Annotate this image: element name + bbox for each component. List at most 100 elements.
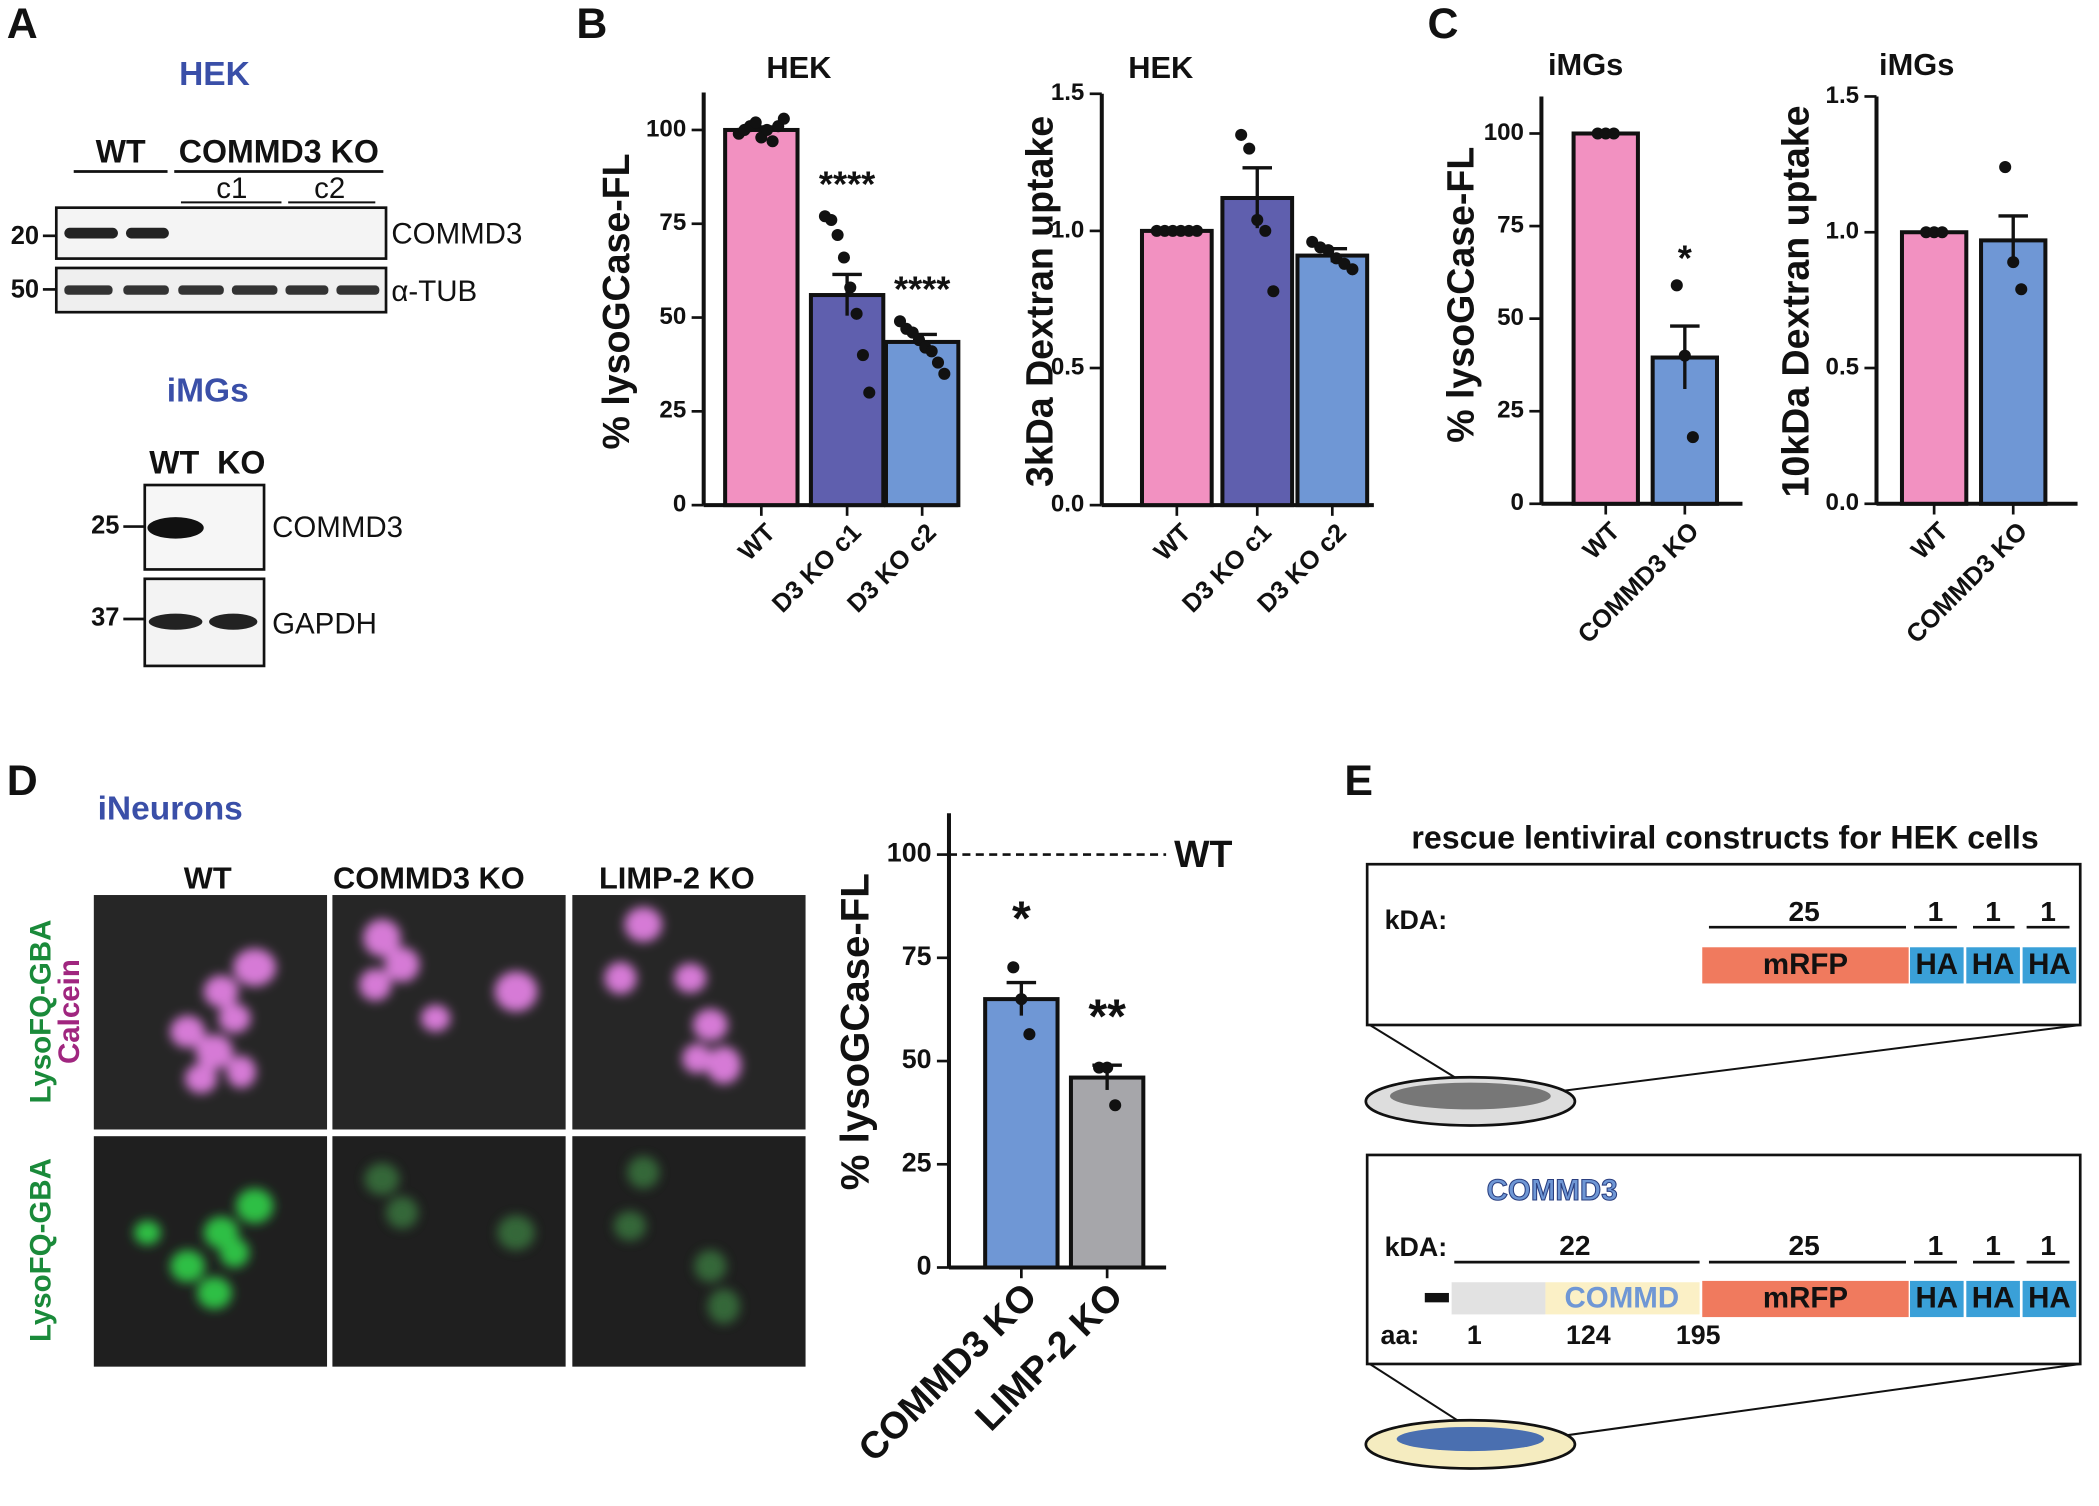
segment bbox=[2022, 947, 2077, 984]
segment bbox=[1910, 947, 1964, 984]
panel-a: HEK WT COMMD3 KO c1 c2 20 COMMD3 50 α-TU… bbox=[11, 56, 522, 668]
band bbox=[64, 227, 118, 239]
data-point bbox=[1999, 161, 2012, 174]
y-tick-label: 0.0 bbox=[1051, 491, 1085, 518]
column-label: LIMP-2 KO bbox=[599, 860, 755, 895]
bar bbox=[1571, 131, 1640, 506]
protein-label: COMMD3 bbox=[391, 218, 522, 251]
significance: **** bbox=[894, 268, 951, 309]
kda-value: 25 bbox=[1788, 1230, 1819, 1261]
data-point bbox=[1259, 224, 1272, 237]
data-point bbox=[1023, 1028, 1036, 1041]
band bbox=[148, 613, 203, 630]
protein-label: GAPDH bbox=[272, 607, 377, 640]
mw-marker: 50 bbox=[11, 275, 39, 303]
kda-value: 25 bbox=[1788, 896, 1819, 927]
y-tick-label: 50 bbox=[902, 1044, 932, 1074]
bar bbox=[723, 127, 800, 508]
data-point bbox=[1251, 213, 1264, 226]
data-point bbox=[749, 116, 762, 129]
y-axis-label: 3kDa Dextran uptake bbox=[1019, 116, 1061, 487]
data-point bbox=[1101, 1061, 1114, 1074]
chart-title: iMGs bbox=[1879, 47, 1954, 82]
y-tick-label: 50 bbox=[1497, 304, 1524, 331]
construct-box bbox=[1365, 862, 2082, 1027]
band bbox=[209, 613, 258, 630]
segment bbox=[1910, 1280, 1964, 1318]
construct-name: COMMD3 bbox=[1487, 1174, 1618, 1207]
panel-label: A bbox=[7, 0, 38, 48]
data-point bbox=[825, 213, 838, 227]
bar bbox=[1899, 230, 1969, 506]
segment bbox=[1451, 1282, 1546, 1315]
protein-label: α-TUB bbox=[391, 275, 477, 308]
construct-box bbox=[1365, 1153, 2082, 1366]
bar bbox=[983, 997, 1060, 1270]
panel-title: iNeurons bbox=[98, 790, 243, 827]
chart-title: HEK bbox=[1128, 50, 1193, 85]
panel-label: E bbox=[1344, 757, 1373, 805]
bar bbox=[1068, 1075, 1146, 1270]
data-point bbox=[1346, 263, 1359, 276]
column-label: WT bbox=[184, 860, 232, 895]
y-tick-label: 100 bbox=[887, 838, 932, 868]
aa-value: 124 bbox=[1566, 1320, 1611, 1350]
blot-title: HEK bbox=[179, 56, 250, 93]
row-label: LysoFQ-GBA bbox=[25, 920, 58, 1104]
band bbox=[125, 227, 169, 239]
y-tick-label: 75 bbox=[659, 209, 686, 236]
reference-label: WT bbox=[1174, 833, 1232, 875]
lane-label: WT bbox=[149, 444, 199, 480]
lane-label: WT bbox=[96, 134, 146, 170]
data-point bbox=[766, 135, 779, 148]
y-axis-label: % lysoGCase-FL bbox=[1440, 147, 1482, 443]
bar bbox=[1220, 195, 1295, 508]
data-point bbox=[863, 386, 876, 399]
y-tick-label: 75 bbox=[902, 941, 932, 971]
data-point bbox=[1936, 226, 1949, 239]
segment bbox=[1702, 1280, 1909, 1318]
panel-title: rescue lentiviral constructs for HEK cel… bbox=[1411, 820, 2038, 856]
significance: * bbox=[1678, 238, 1693, 279]
bar bbox=[808, 293, 886, 508]
mw-marker: 37 bbox=[91, 604, 119, 632]
data-point bbox=[1678, 349, 1691, 362]
kda-value: 1 bbox=[1928, 1230, 1944, 1261]
cells bbox=[1389, 1082, 1551, 1110]
y-tick-label: 0 bbox=[1511, 489, 1524, 516]
data-point bbox=[1109, 1099, 1122, 1112]
segment bbox=[2022, 1280, 2077, 1318]
panel-label: B bbox=[576, 0, 607, 48]
kda-label: kDA: bbox=[1385, 905, 1448, 935]
kda-value: 1 bbox=[2040, 896, 2056, 927]
data-point bbox=[844, 281, 857, 294]
mw-marker: 25 bbox=[91, 511, 119, 539]
significance: **** bbox=[819, 163, 876, 204]
y-tick-label: 1.0 bbox=[1826, 218, 1860, 245]
mw-marker: 20 bbox=[11, 222, 39, 250]
bar bbox=[1979, 238, 2048, 506]
data-point bbox=[837, 251, 850, 264]
y-axis-label: 10kDa Dextran uptake bbox=[1775, 105, 1817, 497]
bar bbox=[883, 339, 961, 508]
panel-d: iNeurons WT COMMD3 KO LIMP-2 KO LysoFQ-G… bbox=[25, 790, 806, 1367]
y-tick-label: 1.0 bbox=[1051, 216, 1085, 243]
data-point bbox=[1607, 127, 1620, 140]
segment-label: HA bbox=[1916, 948, 1959, 981]
data-point bbox=[2015, 283, 2028, 296]
segment-label: HA bbox=[1916, 1281, 1959, 1314]
bar bbox=[1295, 253, 1370, 508]
aa-value: 195 bbox=[1676, 1320, 1721, 1350]
segment bbox=[1702, 947, 1909, 984]
kda-label: kDA: bbox=[1385, 1232, 1448, 1262]
protein-label: COMMD3 bbox=[272, 511, 403, 544]
aa-label: aa: bbox=[1381, 1320, 1420, 1350]
y-tick-label: 100 bbox=[1484, 119, 1524, 146]
y-tick-label: 0.5 bbox=[1826, 353, 1860, 380]
y-axis-label: % lysoGCase-FL bbox=[595, 153, 637, 449]
y-tick-label: 0.0 bbox=[1826, 489, 1860, 516]
segment-label: HA bbox=[2028, 1281, 2071, 1314]
